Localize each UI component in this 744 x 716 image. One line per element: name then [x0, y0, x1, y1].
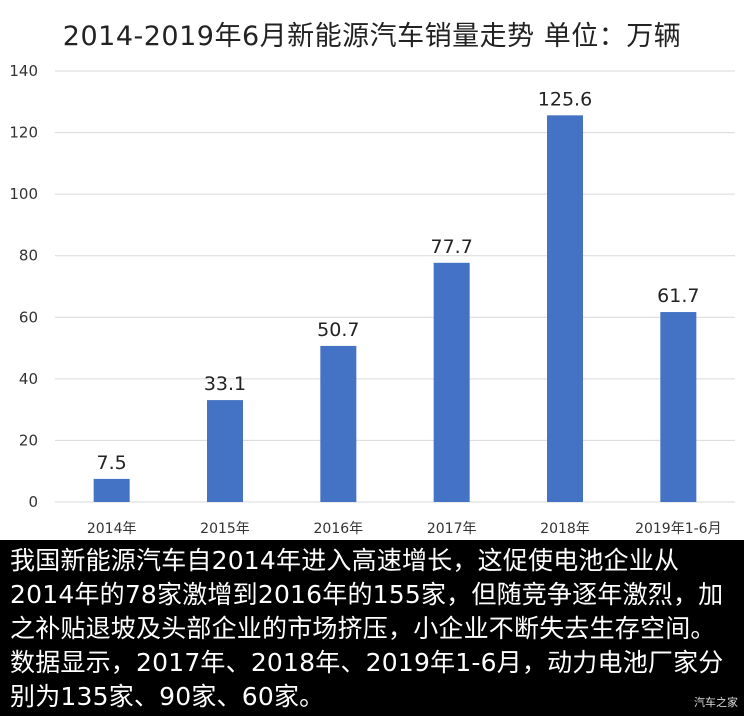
y-tick-label: 80	[19, 247, 38, 265]
y-tick-label: 0	[28, 493, 38, 511]
data-label: 77.7	[431, 236, 473, 258]
bar	[547, 115, 583, 503]
caption-text: 我国新能源汽车自2014年进入高速增长，这促使电池企业从2014年的78家激增到…	[10, 546, 724, 711]
x-tick-label: 2018年	[540, 521, 590, 537]
caption-box: 我国新能源汽车自2014年进入高速增长，这促使电池企业从2014年的78家激增到…	[0, 540, 744, 716]
data-labels: 7.5 33.1 50.7 77.7 125.6 61.7	[97, 88, 700, 474]
x-axis-ticks: 2014年 2015年 2016年 2017年 2018年 2019年1-6月	[87, 521, 722, 537]
x-tick-label: 2016年	[314, 521, 364, 537]
bar	[660, 312, 697, 502]
y-tick-label: 140	[9, 62, 38, 80]
y-axis-ticks: 0 20 40 60 80 100 120 140	[9, 62, 38, 511]
x-tick-label: 2014年	[87, 521, 137, 537]
bar	[433, 262, 470, 502]
bar	[93, 478, 130, 502]
data-label: 33.1	[204, 373, 246, 395]
y-tick-label: 40	[19, 370, 38, 388]
chart-area: 2014-2019年6月新能源汽车销量走势 单位：万辆 0 20 40 60 80 100…	[9, 21, 735, 537]
x-tick-label: 2017年	[427, 521, 477, 537]
y-tick-label: 120	[9, 124, 38, 142]
y-tick-label: 20	[19, 431, 38, 449]
data-label: 125.6	[538, 88, 592, 110]
data-label: 61.7	[657, 285, 699, 307]
data-label: 7.5	[97, 452, 127, 474]
y-tick-label: 60	[19, 308, 38, 326]
bar	[320, 345, 357, 502]
data-label: 50.7	[317, 319, 359, 341]
chart-title: 2014-2019年6月新能源汽车销量走势 单位：万辆	[62, 21, 682, 52]
bar	[207, 400, 243, 502]
x-tick-label: 2019年1-6月	[635, 521, 722, 537]
watermark: 汽车之家	[694, 696, 738, 709]
gridlines	[55, 70, 735, 503]
bar-chart: 0 20 40 60 80 100 120 140 7.5 33.1 50.7 77.7 125.6 6…	[9, 62, 735, 537]
x-tick-label: 2015年	[200, 521, 250, 537]
y-tick-label: 100	[9, 185, 38, 203]
bars	[93, 115, 697, 503]
